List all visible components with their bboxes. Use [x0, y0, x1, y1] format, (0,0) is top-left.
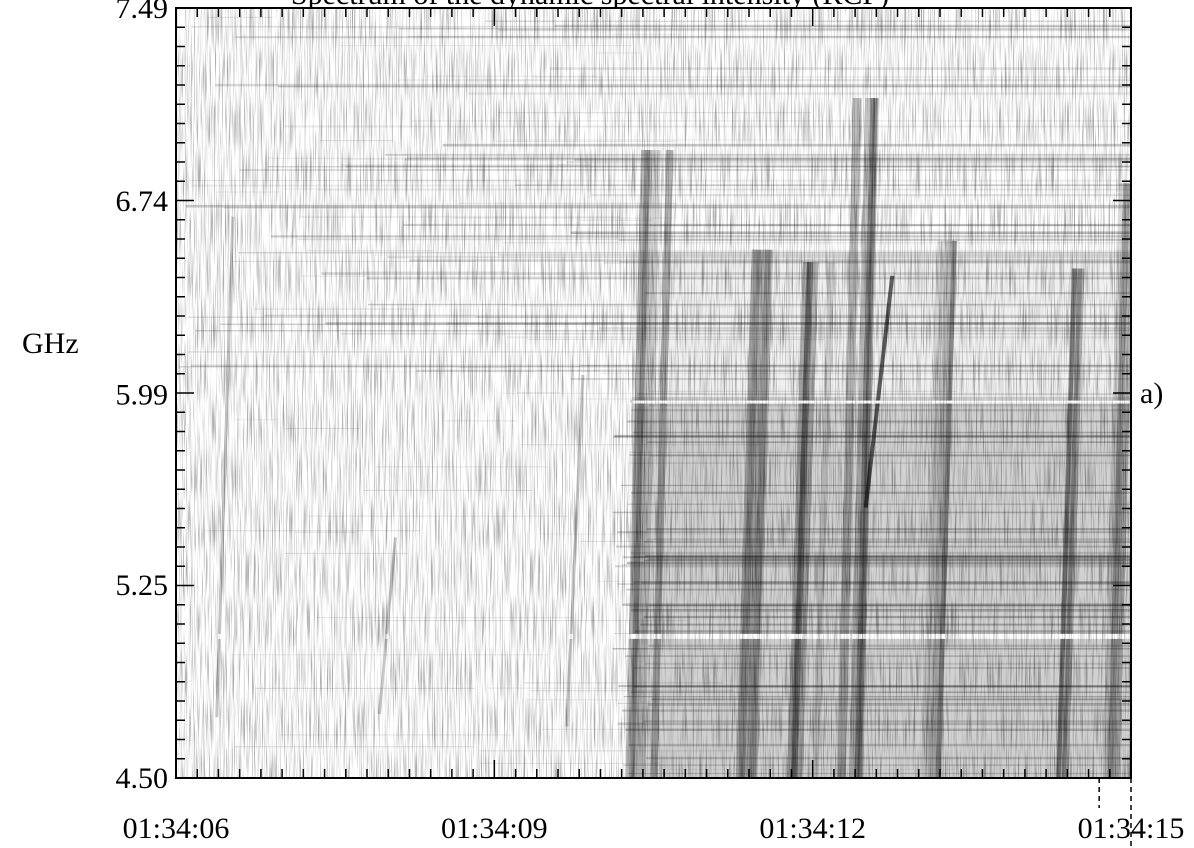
- panel-label: a): [1140, 377, 1163, 410]
- y-tick-label: 4.50: [116, 762, 169, 795]
- y-tick-label: 7.49: [116, 0, 169, 25]
- drifting-burst: [1129, 720, 1131, 778]
- x-tick-labels: 01:34:06 01:34:09 01:34:12 01:34:15: [123, 812, 1185, 845]
- y-tick-label: 6.74: [116, 185, 169, 218]
- x-tick-label: 01:34:12: [759, 812, 866, 845]
- x-tick-label: 01:34:09: [441, 812, 548, 845]
- x-tick-label: 01:34:06: [123, 812, 230, 845]
- time-marker-lines: [1098, 778, 1132, 848]
- plot-area: [176, 8, 1131, 778]
- chart-title: Spectrum of the dynamic spectral intensi…: [291, 0, 889, 11]
- y-tick-labels: 4.50 5.25 5.99 6.74 7.49: [116, 0, 169, 795]
- y-tick-label: 5.99: [116, 378, 169, 411]
- drifting-burst: [1128, 674, 1131, 778]
- y-axis-label: GHz: [22, 327, 79, 360]
- y-tick-label: 5.25: [116, 569, 169, 602]
- noise-texture: [176, 8, 1131, 778]
- axis-ticks: [175, 7, 1132, 779]
